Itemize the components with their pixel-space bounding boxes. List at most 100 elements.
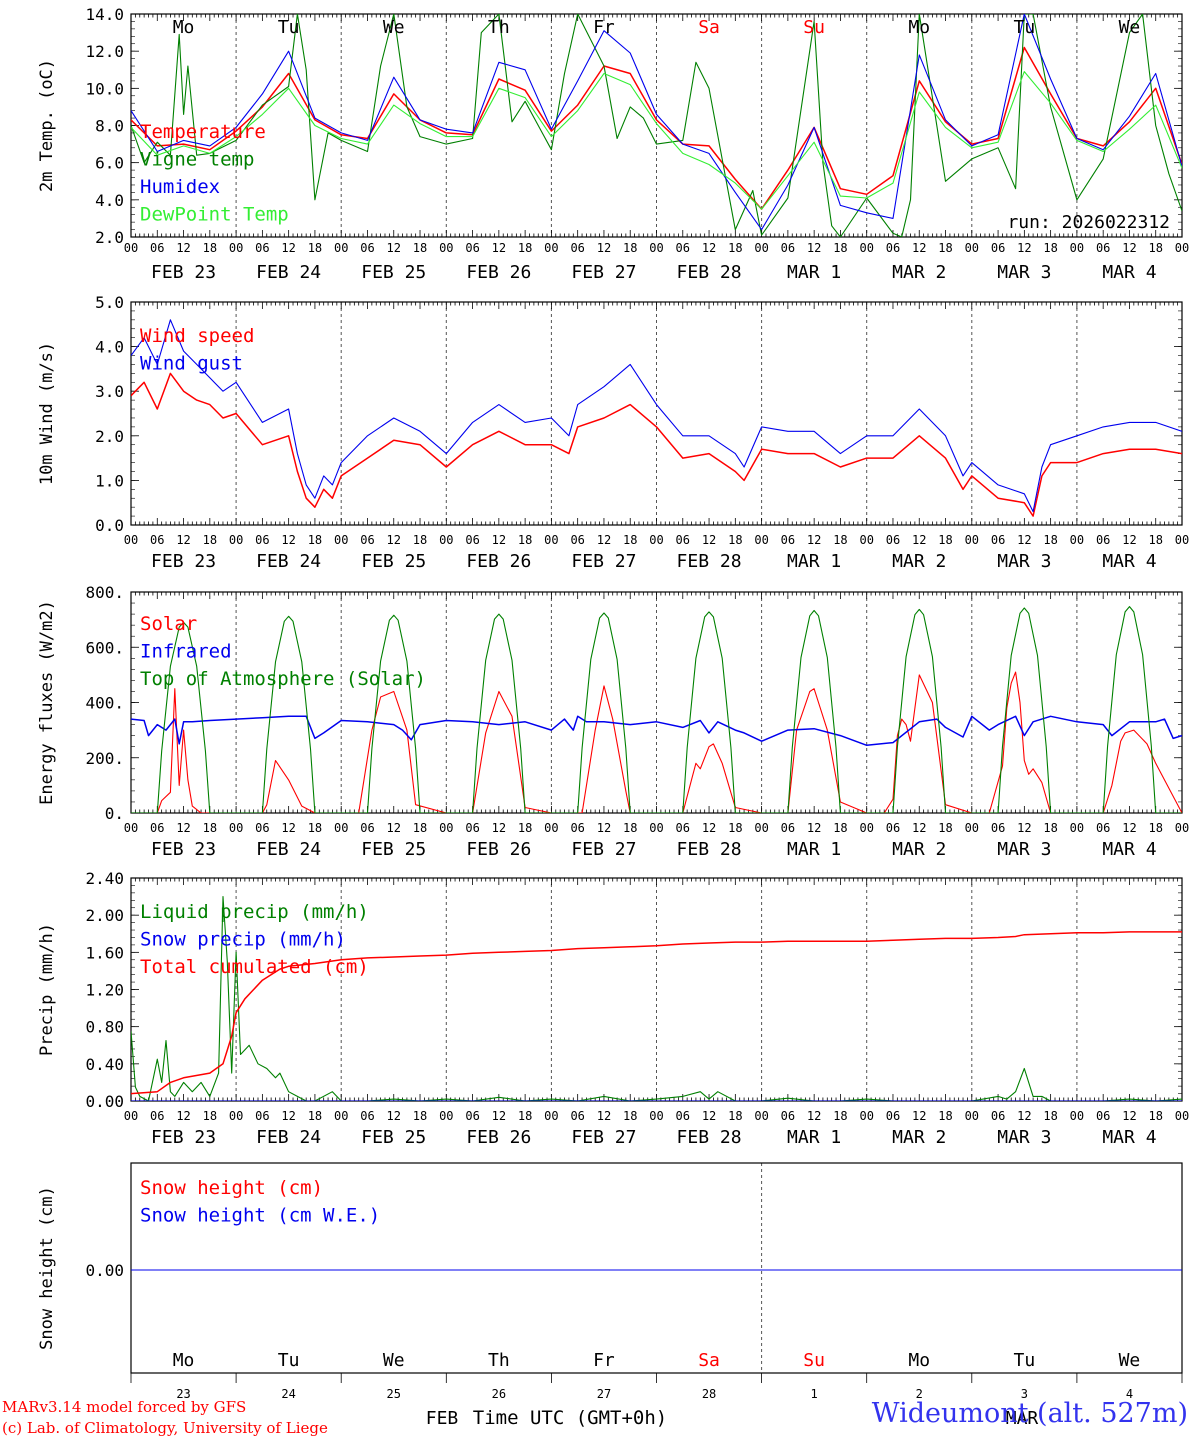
hour-tick-label: 00 bbox=[754, 1109, 768, 1123]
hour-tick-label: 06 bbox=[570, 241, 584, 255]
hour-tick-label: 00 bbox=[649, 241, 663, 255]
weekday-label: Tu bbox=[278, 17, 300, 38]
hour-tick-label: 06 bbox=[150, 241, 164, 255]
y-tick-label: 2.0 bbox=[95, 427, 124, 446]
hour-tick-label: 06 bbox=[465, 1109, 479, 1123]
day-label: FEB 26 bbox=[466, 1127, 531, 1148]
hour-tick-label: 18 bbox=[308, 533, 322, 547]
weekday-label: Su bbox=[803, 17, 825, 38]
energy-panel: 00 06 12 18 00 06 12 18 00 06 12 18 00 06 12 18 00 06 12 18… bbox=[37, 583, 1189, 860]
hour-tick-label: 06 bbox=[886, 241, 900, 255]
hour-tick-label: 18 bbox=[623, 241, 637, 255]
day-label: FEB 26 bbox=[466, 839, 531, 860]
weekday-label: Mo bbox=[908, 1350, 930, 1371]
day-label: FEB 25 bbox=[361, 262, 426, 283]
day-number: 26 bbox=[492, 1387, 506, 1401]
hour-tick-label: 12 bbox=[387, 821, 401, 835]
hour-tick-label: 12 bbox=[281, 533, 295, 547]
weekday-label: Mo bbox=[173, 1350, 195, 1371]
hour-tick-label: 06 bbox=[676, 533, 690, 547]
hour-tick-label: 18 bbox=[623, 1109, 637, 1123]
hour-tick-label: 12 bbox=[492, 533, 506, 547]
hour-tick-label: 12 bbox=[1017, 241, 1031, 255]
hour-tick-label: 12 bbox=[1122, 1109, 1136, 1123]
hour-tick-label: 18 bbox=[1043, 533, 1057, 547]
legend-entry: Temperature bbox=[140, 121, 266, 143]
hour-tick-label: 12 bbox=[702, 533, 716, 547]
energy-series bbox=[131, 606, 1182, 813]
hour-tick-label: 12 bbox=[807, 1109, 821, 1123]
hour-tick-label: 12 bbox=[387, 1109, 401, 1123]
y-tick-label: 0.80 bbox=[85, 1018, 124, 1037]
hour-tick-label: 12 bbox=[281, 821, 295, 835]
hour-tick-label: 18 bbox=[833, 821, 847, 835]
energy-ylabel: Energy fluxes (W/m2) bbox=[37, 600, 57, 805]
day-label: FEB 24 bbox=[256, 839, 321, 860]
hour-tick-label: 00 bbox=[1070, 821, 1084, 835]
day-label: FEB 23 bbox=[151, 1127, 216, 1148]
legend-entry: DewPoint Temp bbox=[140, 204, 289, 226]
series-line-dewpoint-temp bbox=[131, 71, 1182, 210]
hour-tick-label: 12 bbox=[176, 821, 190, 835]
series-line-wind-speed bbox=[131, 372, 1182, 517]
wind-frame bbox=[130, 301, 1183, 526]
day-label: FEB 25 bbox=[361, 839, 426, 860]
hour-tick-label: 18 bbox=[833, 241, 847, 255]
hour-tick-label: 00 bbox=[544, 821, 558, 835]
day-label: FEB 27 bbox=[571, 551, 636, 572]
day-label: MAR 1 bbox=[787, 1127, 841, 1148]
y-tick-label: 14.0 bbox=[85, 5, 124, 24]
hour-tick-label: 06 bbox=[360, 821, 374, 835]
y-tick-label: 0.00 bbox=[85, 1092, 124, 1111]
hour-tick-label: 18 bbox=[728, 821, 742, 835]
legend-entry: Wind speed bbox=[140, 325, 254, 347]
y-tick-label: 12.0 bbox=[85, 42, 124, 61]
series-line-temperature bbox=[131, 46, 1182, 210]
hour-tick-label: 18 bbox=[728, 533, 742, 547]
hour-tick-label: 06 bbox=[886, 1109, 900, 1123]
hour-tick-label: 06 bbox=[676, 241, 690, 255]
hour-tick-label: 06 bbox=[150, 533, 164, 547]
hour-tick-label: 18 bbox=[518, 241, 532, 255]
day-label: MAR 4 bbox=[1102, 839, 1156, 860]
hour-tick-label: 00 bbox=[649, 1109, 663, 1123]
hour-tick-label: 06 bbox=[255, 1109, 269, 1123]
hour-tick-label: 00 bbox=[1175, 821, 1189, 835]
hour-tick-label: 12 bbox=[1017, 1109, 1031, 1123]
day-number: 24 bbox=[281, 1387, 295, 1401]
y-tick-label: 1.0 bbox=[95, 471, 124, 490]
hour-tick-label: 18 bbox=[1148, 533, 1162, 547]
hour-tick-label: 00 bbox=[544, 1109, 558, 1123]
day-label: MAR 4 bbox=[1102, 262, 1156, 283]
hour-tick-label: 06 bbox=[991, 241, 1005, 255]
hour-tick-label: 06 bbox=[150, 821, 164, 835]
temp-panel: 00 06 12 18 00 06 12 18 00 06 12 18 00 06 12 18 00 06 12 18… bbox=[37, 5, 1189, 283]
y-tick-label: 2.00 bbox=[85, 906, 124, 925]
station-name: Wideumont (alt. 527m) bbox=[871, 1398, 1188, 1429]
day-number: 25 bbox=[387, 1387, 401, 1401]
hour-tick-label: 18 bbox=[413, 1109, 427, 1123]
hour-tick-label: 00 bbox=[1070, 1109, 1084, 1123]
hour-tick-label: 18 bbox=[938, 533, 952, 547]
hour-tick-label: 06 bbox=[991, 821, 1005, 835]
hour-tick-label: 00 bbox=[124, 821, 138, 835]
day-label: MAR 2 bbox=[892, 839, 946, 860]
day-label: MAR 2 bbox=[892, 551, 946, 572]
hour-tick-label: 00 bbox=[334, 1109, 348, 1123]
y-tick-label: 0. bbox=[105, 804, 124, 823]
weekday-label: Mo bbox=[908, 17, 930, 38]
hour-tick-label: 12 bbox=[492, 821, 506, 835]
hour-tick-label: 18 bbox=[413, 821, 427, 835]
wind-panel: 00 06 12 18 00 06 12 18 00 06 12 18 00 06 12 18 00 06 12 18… bbox=[37, 293, 1189, 572]
day-number: 1 bbox=[811, 1387, 818, 1401]
hour-tick-label: 06 bbox=[465, 821, 479, 835]
y-tick-label: 6.0 bbox=[95, 154, 124, 173]
hour-tick-label: 06 bbox=[465, 533, 479, 547]
hour-tick-label: 12 bbox=[807, 821, 821, 835]
hour-tick-label: 06 bbox=[676, 821, 690, 835]
weekday-label: Sa bbox=[698, 1350, 720, 1371]
hour-tick-label: 18 bbox=[308, 1109, 322, 1123]
day-number: 2 bbox=[916, 1387, 923, 1401]
hour-tick-label: 00 bbox=[859, 1109, 873, 1123]
